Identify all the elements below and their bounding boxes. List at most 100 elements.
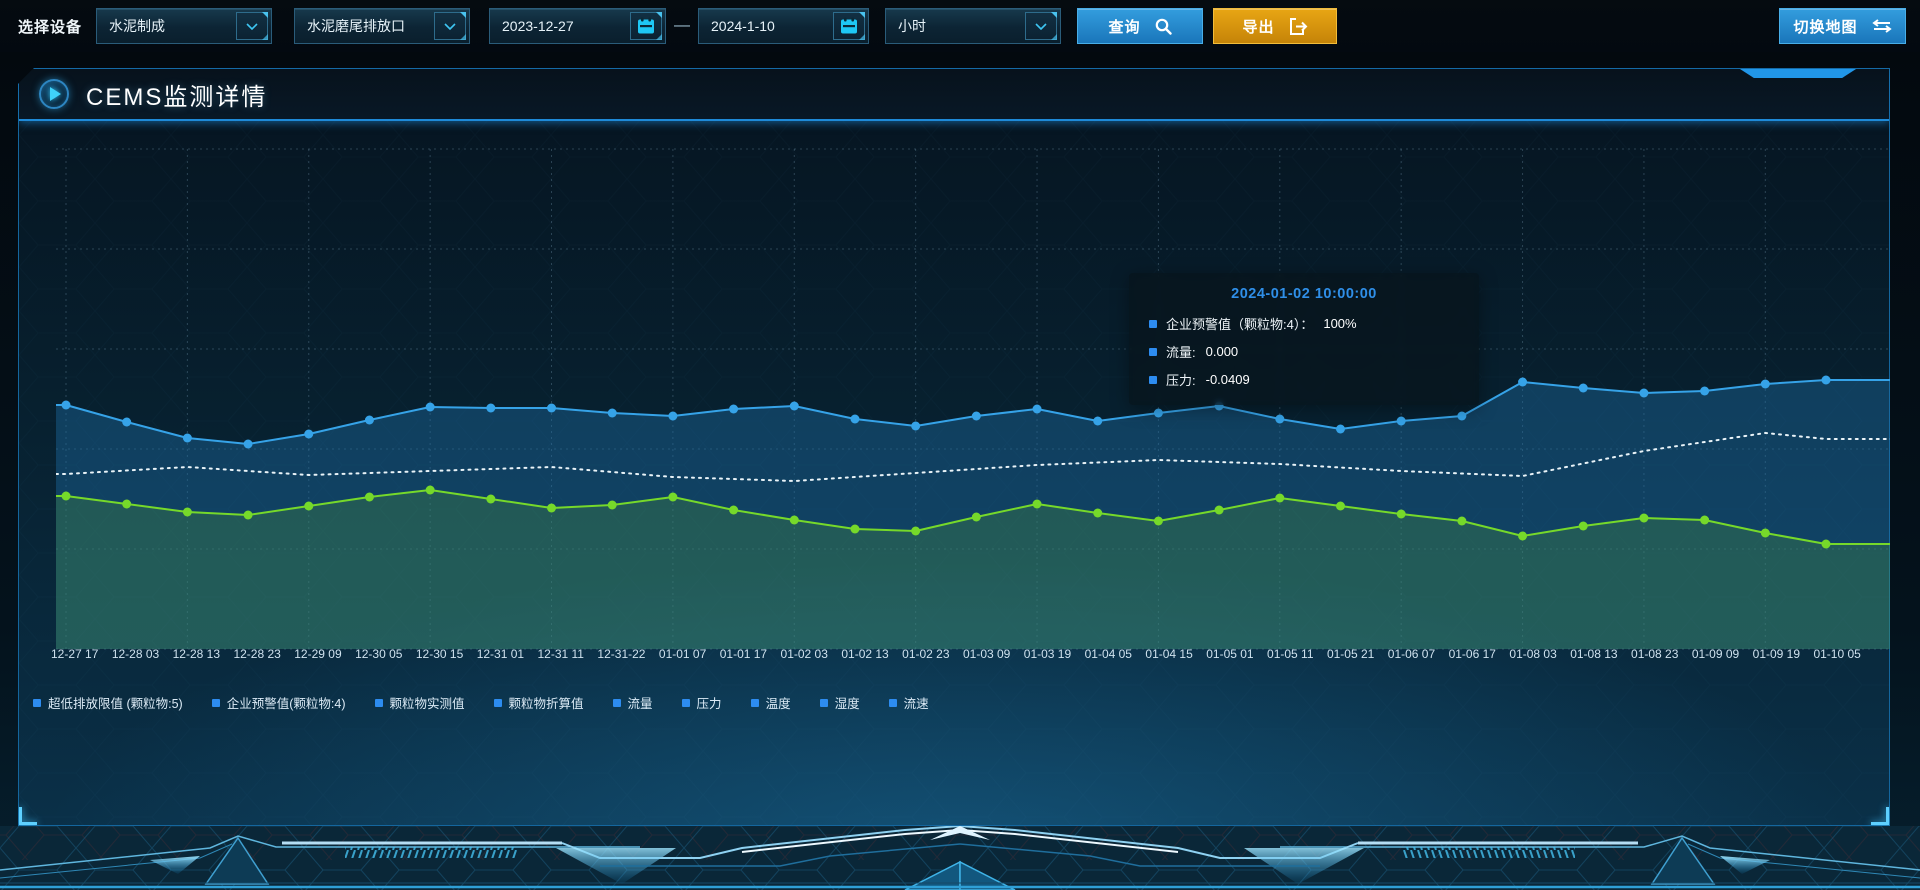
x-axis-label: 12-28 23 [233,647,281,661]
x-axis-label: 01-02 13 [841,647,889,661]
x-axis-label: 01-05 21 [1326,647,1375,661]
x-axis-label: 01-08 03 [1509,647,1557,661]
x-axis-label: 01-05 11 [1267,647,1314,661]
outlet-value: 水泥磨尾排放口 [307,18,406,34]
footer-decoration [0,826,1920,890]
panel-title: CEMS监测详情 [86,83,268,111]
x-axis-label: 12-31 01 [476,647,525,661]
play-icon[interactable] [39,79,69,109]
tooltip-rows: 企业预警值（颗粒物:4）： 100% 流量: 0.000 压力: -0.0409 [1149,314,1459,389]
x-axis-label: 01-03 09 [962,647,1011,661]
device-group-dropdown[interactable]: 水泥制成 [96,8,273,44]
legend-marker [374,698,383,707]
corner-accent-bottom-right [1871,807,1889,825]
date-start-value: 2023-12-27 [502,18,574,34]
x-axis-labels: 12-27 17 12-28 03 12-28 13 12-28 23 12-29 09… [39,647,1871,661]
calendar-icon[interactable] [833,12,866,40]
tooltip-row: 企业预警值（颗粒物:4）： 100% [1149,314,1459,333]
export-button[interactable]: 导出 [1213,8,1338,44]
header-notch-decoration [1740,69,1856,78]
series-marker [1149,319,1157,328]
query-button[interactable]: 查询 [1077,8,1204,44]
legend-marker [612,698,621,707]
x-axis-label: 12-31-22 [597,647,646,661]
x-axis-label: 01-10 05 [1813,647,1861,661]
cems-line-chart[interactable] [56,121,1896,661]
x-axis-label: 01-03 19 [1023,647,1072,661]
chart-tooltip: 2024-01-02 10:00:00 企业预警值（颗粒物:4）： 100% 流量:… [1129,273,1479,405]
export-icon [1289,17,1307,35]
legend-marker [888,698,897,707]
x-axis-label: 01-06 17 [1448,647,1496,661]
interval-value: 小时 [898,18,927,34]
legend-label: 企业预警值(颗粒物:4) [226,697,346,711]
tooltip-label: 流量: [1166,345,1196,360]
device-select-label: 选择设备 [18,18,83,36]
x-axis-label: 01-02 23 [902,647,950,661]
chevron-down-icon[interactable] [236,12,269,40]
x-axis-label: 01-08 13 [1570,647,1618,661]
toolbar: 选择设备 水泥制成 水泥磨尾排放口 2023-12-27 [0,0,1920,52]
calendar-icon[interactable] [630,12,663,40]
x-axis-label: 12-31 11 [537,647,584,661]
date-end-value: 2024-1-10 [711,18,775,34]
outlet-dropdown[interactable]: 水泥磨尾排放口 [294,8,471,44]
tooltip-row: 压力: -0.0409 [1149,370,1459,389]
search-icon [1155,18,1172,35]
date-range-separator: — [674,17,691,34]
x-axis-label: 12-29 09 [294,647,342,661]
legend-item[interactable]: 流速 [888,693,929,712]
x-axis-label: 01-01 07 [658,647,707,661]
x-axis-label: 12-30 15 [415,647,464,661]
x-axis-label: 01-06 07 [1387,647,1436,661]
date-start-input[interactable]: 2023-12-27 [489,8,667,44]
switch-map-label: 切换地图 [1793,18,1858,36]
query-button-label: 查询 [1108,18,1141,36]
swap-arrows-icon [1871,19,1892,33]
x-axis-label: 01-04 05 [1084,647,1132,661]
x-axis-label: 01-09 09 [1691,647,1740,661]
interval-dropdown[interactable]: 小时 [885,8,1062,44]
x-axis-label: 01-08 23 [1631,647,1679,661]
legend-marker [33,698,41,707]
tooltip-row: 流量: 0.000 [1149,342,1459,361]
legend-item[interactable]: 压力 [681,693,722,712]
tooltip-value: -0.0409 [1205,372,1250,387]
chevron-down-icon[interactable] [1025,12,1058,40]
x-axis-label: 01-09 19 [1752,647,1801,661]
legend-item[interactable]: 颗粒物折算值 [493,693,584,712]
date-end-input[interactable]: 2024-1-10 [698,8,870,44]
legend-marker [819,698,828,707]
legend-label: 湿度 [834,697,860,711]
panel-header: CEMS监测详情 [19,69,1889,121]
legend-label: 流量 [627,697,653,711]
legend-item[interactable]: 颗粒物实测值 [374,693,465,712]
export-button-label: 导出 [1242,18,1275,36]
legend-marker [750,698,759,707]
x-axis-label: 12-27 17 [51,647,99,661]
switch-map-button[interactable]: 切换地图 [1779,8,1906,44]
chevron-down-icon[interactable] [434,12,467,40]
legend-marker [493,698,502,707]
x-axis-label: 01-05 01 [1206,647,1254,661]
tooltip-timestamp: 2024-01-02 10:00:00 [1231,286,1377,302]
legend-label: 颗粒物折算值 [508,697,584,711]
legend-marker [681,698,690,707]
device-group-value: 水泥制成 [109,18,166,34]
tooltip-value: 0.000 [1205,344,1239,359]
x-axis-label: 12-28 13 [172,647,220,661]
legend-item[interactable]: 企业预警值(颗粒物:4) [211,693,346,712]
legend-item[interactable]: 温度 [750,693,791,712]
legend-item[interactable]: 湿度 [819,693,860,712]
x-axis-label: 01-04 15 [1145,647,1193,661]
legend-item[interactable]: 流量 [612,693,653,712]
legend-item[interactable]: 超低排放限值 (颗粒物:5) [33,693,183,712]
legend-label: 流速 [903,697,929,711]
legend-label: 超低排放限值 (颗粒物:5) [48,697,183,711]
x-axis-label: 01-02 03 [780,647,828,661]
x-axis-label: 12-30 05 [355,647,403,661]
tooltip-value: 100% [1323,316,1357,331]
corner-accent-bottom-left [19,807,37,825]
series-marker [1149,375,1157,384]
